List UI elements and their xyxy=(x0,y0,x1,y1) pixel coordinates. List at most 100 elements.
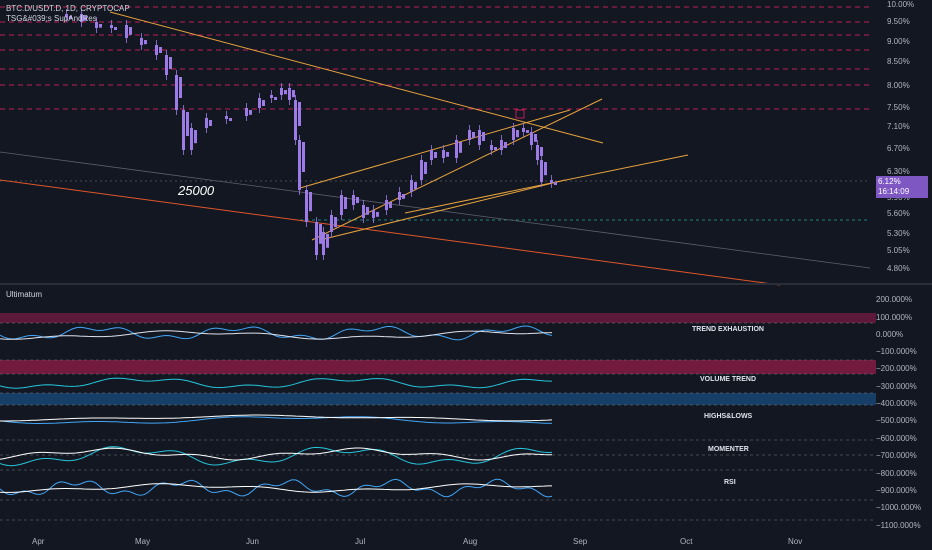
candle-body xyxy=(99,24,102,28)
candle-body xyxy=(478,130,481,145)
trend-exhaustion-line xyxy=(0,325,553,341)
candle-body xyxy=(330,215,333,232)
sub-tick: −800.000% xyxy=(876,469,917,478)
momenter-label: MOMENTER xyxy=(708,446,749,453)
price-tick: 7.10% xyxy=(887,122,910,131)
current-price-badge: 6.12% 16:14:09 xyxy=(876,176,928,198)
candle-body xyxy=(298,102,301,126)
momenter-line xyxy=(0,446,553,467)
candle-body xyxy=(352,195,355,205)
price-tick: 6.30% xyxy=(887,167,910,176)
highs-lows-label: HIGHS&LOWS xyxy=(704,413,753,420)
candle-body xyxy=(424,162,427,174)
candle-body xyxy=(530,132,533,145)
candle-body xyxy=(544,162,547,176)
candle-body xyxy=(389,202,392,208)
candle-body xyxy=(334,217,337,228)
candle-body xyxy=(472,132,475,138)
price-tick: 6.70% xyxy=(887,144,910,153)
price-tick: 9.50% xyxy=(887,17,910,26)
candle-body xyxy=(179,77,182,98)
candle-body xyxy=(468,130,471,140)
candle-body xyxy=(430,150,433,160)
candle-body xyxy=(362,205,365,218)
price-tick: 8.00% xyxy=(887,81,910,90)
candle-body xyxy=(169,57,172,69)
candle-body xyxy=(280,88,283,95)
candle-body xyxy=(385,200,388,210)
sub-tick: −400.000% xyxy=(876,399,917,408)
candle-body xyxy=(190,128,193,150)
sub-tick: −500.000% xyxy=(876,416,917,425)
time-tick: Apr xyxy=(32,537,45,546)
trendline xyxy=(404,154,689,214)
candle-body xyxy=(144,40,147,45)
candle-body xyxy=(326,234,329,248)
indicator-title[interactable]: TSG&#039;s SupAndRes xyxy=(6,14,97,23)
candle-body xyxy=(356,197,359,203)
candle-body xyxy=(140,38,143,45)
trendline xyxy=(0,179,781,286)
candle-body xyxy=(366,207,369,215)
main-price-pane xyxy=(0,6,871,286)
symbol-title[interactable]: BTC.D/USDT.D, 1D, CRYPTOCAP xyxy=(6,4,130,13)
sub-tick: 200.000% xyxy=(876,295,913,304)
candle-body xyxy=(442,150,445,158)
candle-body xyxy=(446,152,449,157)
candle-body xyxy=(209,120,212,126)
rsi-line xyxy=(0,478,553,498)
candle-body xyxy=(270,95,273,98)
candle-body xyxy=(315,222,318,255)
candle-body xyxy=(402,194,405,199)
candle-body xyxy=(65,14,68,17)
candle-body xyxy=(540,160,543,182)
candle-body xyxy=(305,190,308,222)
candle-body xyxy=(110,25,113,28)
time-tick: Jul xyxy=(355,537,366,546)
price-tick: 10.00% xyxy=(887,0,915,9)
candle-body xyxy=(344,197,347,209)
candle-body xyxy=(516,130,519,138)
candle-body xyxy=(302,142,305,172)
subpane-title[interactable]: Ultimatum xyxy=(6,290,43,299)
chart-annotation: 25000 xyxy=(178,183,215,198)
trend-exhaustion-signal xyxy=(0,330,553,340)
candle-body xyxy=(249,110,252,115)
price-tick: 8.50% xyxy=(887,57,910,66)
time-tick: May xyxy=(135,537,151,546)
candle-body xyxy=(540,147,543,156)
momenter-signal xyxy=(0,447,553,461)
candle-body xyxy=(229,118,232,121)
candle-body xyxy=(504,142,507,148)
candle-body xyxy=(410,180,413,192)
trendline xyxy=(299,109,571,189)
candle-body xyxy=(319,224,322,244)
candle-body xyxy=(129,27,132,35)
highs-lows-signal xyxy=(0,414,553,422)
candle-body xyxy=(459,142,462,153)
candle-body xyxy=(288,88,291,100)
volume-trend-label: VOLUME TREND xyxy=(700,376,756,383)
sub-tick: −600.000% xyxy=(876,434,917,443)
candle-body xyxy=(194,130,197,144)
sub-tick: 100.000% xyxy=(876,313,913,322)
trend-exhaustion-label: TREND EXHAUSTION xyxy=(692,326,764,333)
sub-tick: −1000.000% xyxy=(876,503,922,512)
candle-body xyxy=(245,108,248,116)
sub-tick: −300.000% xyxy=(876,382,917,391)
trendline xyxy=(0,151,871,269)
sub-tick: −700.000% xyxy=(876,451,917,460)
candle-body xyxy=(434,152,437,158)
ultimatum-pane xyxy=(0,283,932,521)
candle-body xyxy=(550,180,553,183)
time-tick: Jun xyxy=(246,537,259,546)
candle-body xyxy=(482,132,485,141)
price-tick: 5.05% xyxy=(887,246,910,255)
candle-body xyxy=(309,192,312,212)
high-marker xyxy=(515,109,525,119)
volume-trend-line xyxy=(0,377,552,389)
candle-body xyxy=(340,195,343,215)
sub-tick: −200.000% xyxy=(876,364,917,373)
candle-body xyxy=(294,100,297,140)
